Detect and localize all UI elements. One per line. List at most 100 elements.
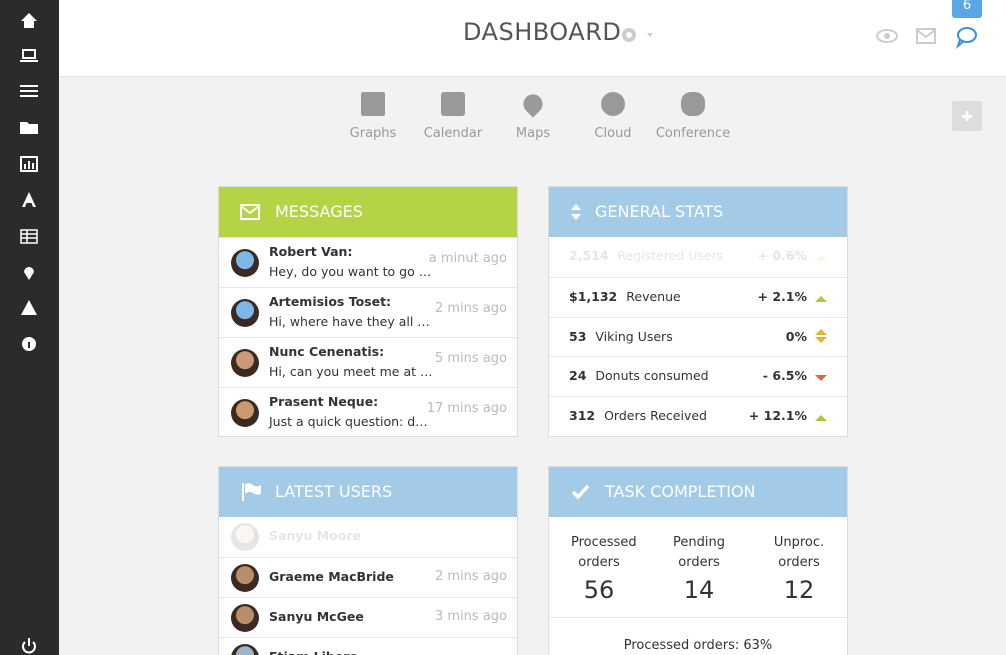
task-value: 56 [583,576,615,604]
nav-item[interactable]: Maps [493,90,573,146]
notification-badge[interactable]: 6 [952,0,982,18]
user-time: 2 mins ago [435,569,507,584]
message-row[interactable]: Robert Van: Hey, do you want to go … a min… [219,237,517,288]
check-icon [571,484,590,500]
nav-label: Graphs [349,126,397,141]
page-title: DASHBOARD [463,18,622,46]
task-label: Processed orders [571,535,637,570]
folder-icon[interactable] [20,122,38,134]
nav-item[interactable]: Graphs [333,90,413,146]
message-row[interactable]: Nunc Cenenatis: Hi, can you meet me at … 5… [219,337,517,388]
avatar [231,299,259,327]
list-icon[interactable] [20,85,38,97]
message-text: Hi, can you meet me at … [269,364,433,379]
table-icon[interactable] [20,229,38,244]
messages-panel: MESSAGES Robert Van: Hey, do you want to … [218,186,518,437]
top-bar: DASHBOARD 6 [59,0,1006,77]
message-text: Hey, do you want to go … [269,264,432,279]
stat-row: 312 Orders Received + 12.1% [549,395,847,437]
user-name: Sanyu Moore [269,528,361,543]
panel-header: GENERAL STATS [549,187,847,237]
warning-icon[interactable] [21,300,37,315]
stat-change: 0% [785,328,807,344]
sender-name: Robert Van: [269,244,353,259]
nav-item[interactable]: Calendar [413,90,493,146]
comment-icon[interactable] [954,25,984,49]
stats-panel: GENERAL STATS 2,514 Registered Users + 0.6… [548,186,848,437]
stat-row: 24 Donuts consumed - 6.5% [549,356,847,397]
sidebar-icons [20,13,38,654]
message-time: 2 mins ago [435,301,507,316]
stat-row: 53 Viking Users 0% [549,316,847,358]
stat-change: + 12.1% [748,407,807,423]
home-icon[interactable] [21,13,37,28]
task-column: Unproc. orders 12 [749,533,847,607]
user-row[interactable]: Sanyu Moore [219,517,517,557]
nav-item[interactable]: Conference [653,90,733,146]
eye-icon[interactable] [874,24,904,48]
panel-title: GENERAL STATS [595,202,724,221]
nav-item[interactable]: Cloud [573,90,653,146]
font-icon[interactable] [22,192,36,207]
stat-label: Revenue [626,289,681,304]
settings-icon[interactable] [619,24,659,46]
sender-name: Prasent Neque: [269,394,379,409]
stat-label: Orders Received [604,407,707,423]
info-icon[interactable] [22,337,36,351]
stat-line: 2,514 Registered Users [569,248,723,263]
sender-name: Artemisios Toset: [269,294,392,309]
chart-icon[interactable] [20,156,38,172]
stat-line: 24 Donuts consumed [569,368,709,383]
plus-icon [962,111,972,121]
stat-value: 312 [569,407,596,423]
avatar [231,644,259,655]
sort-icon [571,204,581,220]
power-icon[interactable] [22,638,36,654]
avatar [231,604,259,632]
sidebar [0,0,59,655]
user-row[interactable]: Sanyu McGee 3 mins ago [219,597,517,638]
nav-label: Cloud [594,126,632,141]
avatar [231,399,259,427]
envelope-icon [240,204,260,220]
task-label: Pending orders [673,535,725,570]
marker-icon[interactable] [24,267,34,280]
message-row[interactable]: Artemisios Toset: Hi, where have they all… [219,287,517,338]
nav-label: Conference [655,126,731,141]
stat-value: 2,514 [569,248,609,263]
stat-line: $1,132 Revenue [569,289,681,304]
stat-change: - 6.5% [762,368,807,383]
panel-header: LATEST USERS [219,467,517,517]
avatar [231,564,259,592]
nav-icon [519,90,547,118]
trend-arrow [815,251,827,267]
stat-line: 312 Orders Received [569,408,707,423]
trend-arrow [815,292,827,308]
nav-icon [441,92,465,116]
add-button[interactable] [952,101,982,131]
user-name: Graeme MacBride [269,569,394,584]
stat-row: $1,132 Revenue + 2.1% [549,277,847,318]
nav-icon [681,92,705,116]
nav-icon [601,92,625,116]
message-time: 17 mins ago [426,401,507,416]
user-name: Etiam Libero [269,649,358,655]
message-row[interactable]: Prasent Neque: Just a quick question: d… 1… [219,387,517,436]
user-row[interactable]: Graeme MacBride 2 mins ago [219,557,517,598]
sender-name: Nunc Cenenatis: [269,344,385,359]
divider [549,617,847,618]
laptop-icon[interactable] [20,49,38,62]
task-label: Unproc. orders [773,535,825,570]
tasks-panel: TASK COMPLETION Processed orders: 63% Pr… [548,466,848,655]
mail-icon[interactable] [914,26,944,48]
stat-row: 2,514 Registered Users + 0.6% [549,237,847,277]
trend-arrow [815,411,827,427]
avatar [231,249,259,277]
stat-value: 24 [569,368,587,383]
message-text: Hi, where have they all … [269,314,430,329]
avatar [231,349,259,377]
stat-label: Donuts consumed [595,368,709,383]
panel-title: MESSAGES [275,202,363,221]
user-row[interactable]: Etiam Libero [219,637,517,655]
